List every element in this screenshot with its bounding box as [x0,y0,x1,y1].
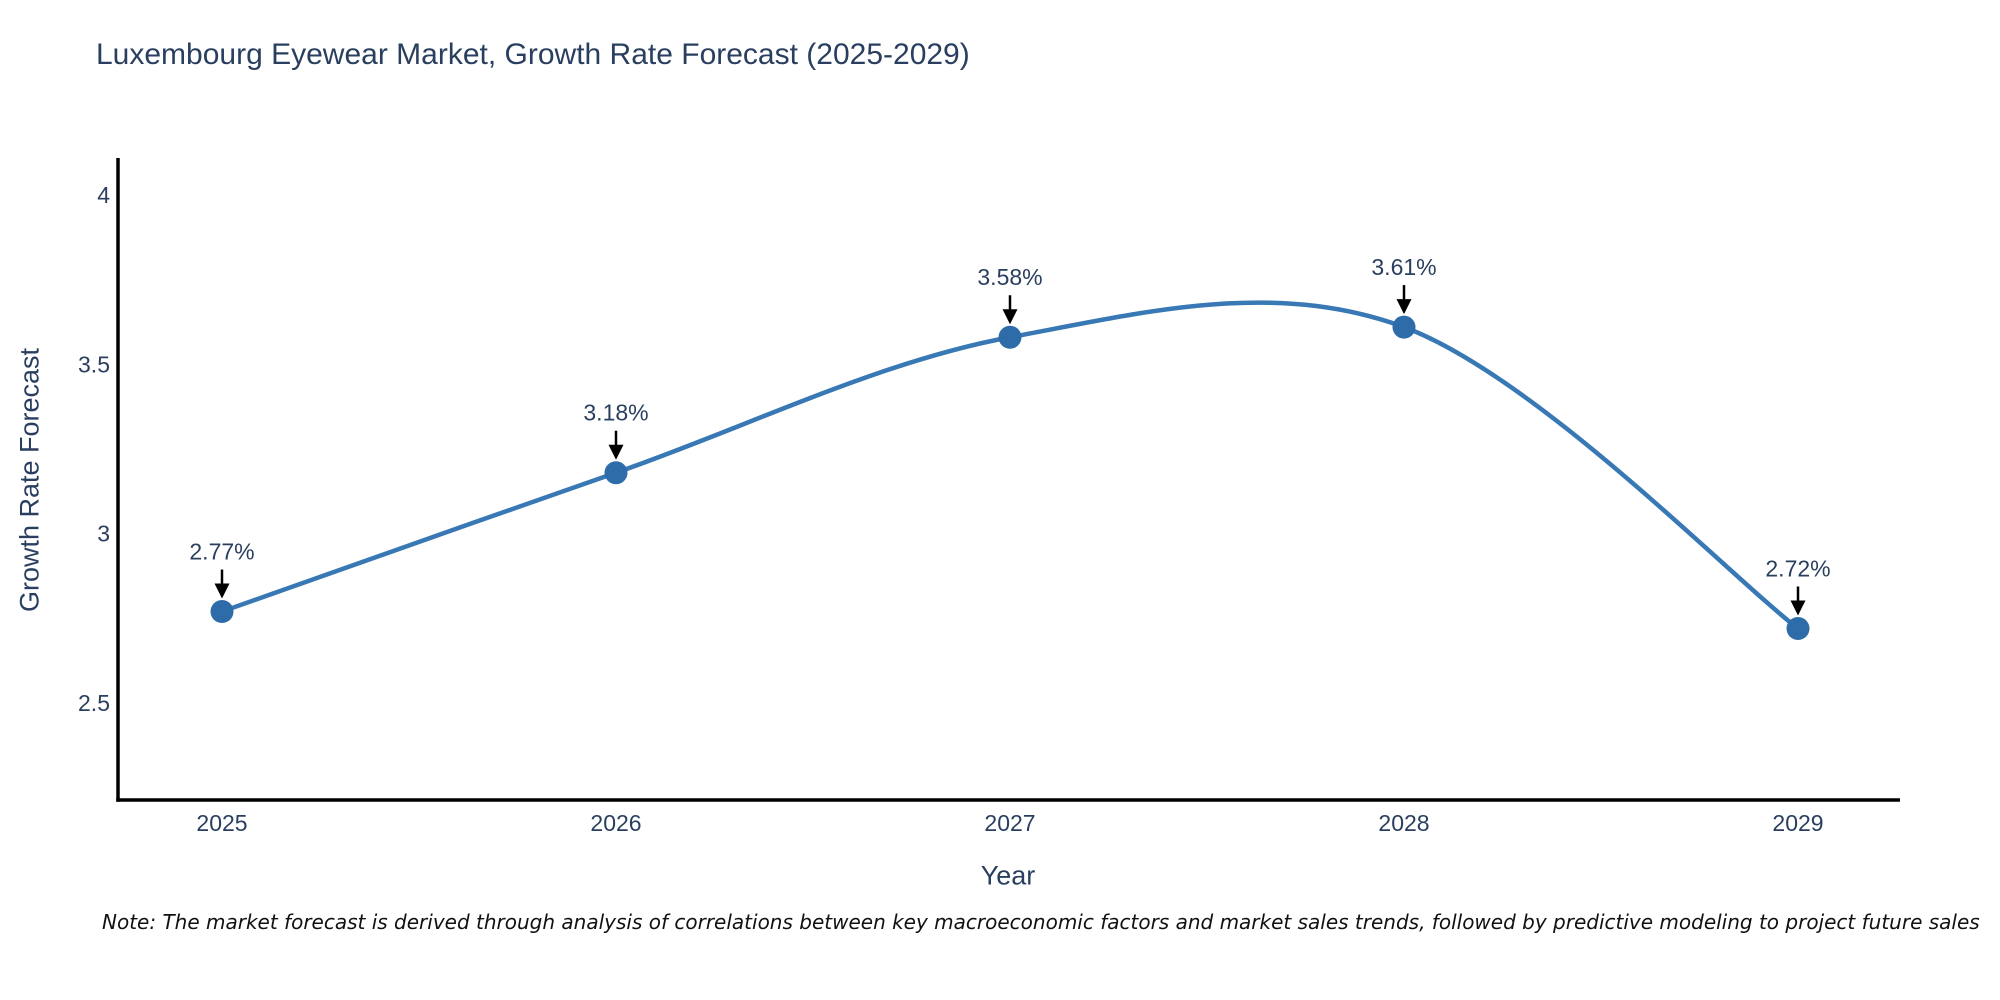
x-tick-label: 2025 [196,810,247,836]
point-value-label: 2.72% [1765,555,1830,581]
chart-title: Luxembourg Eyewear Market, Growth Rate F… [96,38,970,71]
annotation-arrowhead [1396,299,1412,315]
annotation-arrowhead [214,583,230,599]
y-tick-label: 3.5 [78,351,110,377]
annotation-arrowhead [1790,600,1806,616]
x-tick-label: 2029 [1772,810,1823,836]
data-point-marker [210,600,234,624]
point-value-label: 2.77% [189,539,254,565]
footnote-wrapper: Note: The market forecast is derived thr… [0,908,2000,948]
data-point-marker [998,325,1022,349]
series-line [219,300,1801,631]
data-point-marker [1786,616,1810,640]
annotation-arrowhead [608,444,624,460]
annotation-arrowhead [1002,309,1018,325]
x-tick-label: 2026 [590,810,641,836]
point-value-label: 3.18% [583,400,648,426]
x-tick-label: 2027 [984,810,1035,836]
x-tick-label: 2028 [1378,810,1429,836]
y-tick-label: 3 [97,521,110,547]
data-point-marker [1392,315,1416,339]
footnote: Note: The market forecast is derived thr… [102,910,1980,934]
y-tick-label: 4 [97,182,110,208]
point-value-label: 3.61% [1371,254,1436,280]
data-point-marker [604,461,628,485]
y-tick-label: 2.5 [78,690,110,716]
point-value-label: 3.58% [977,264,1042,290]
x-axis-title: Year [980,860,1036,891]
